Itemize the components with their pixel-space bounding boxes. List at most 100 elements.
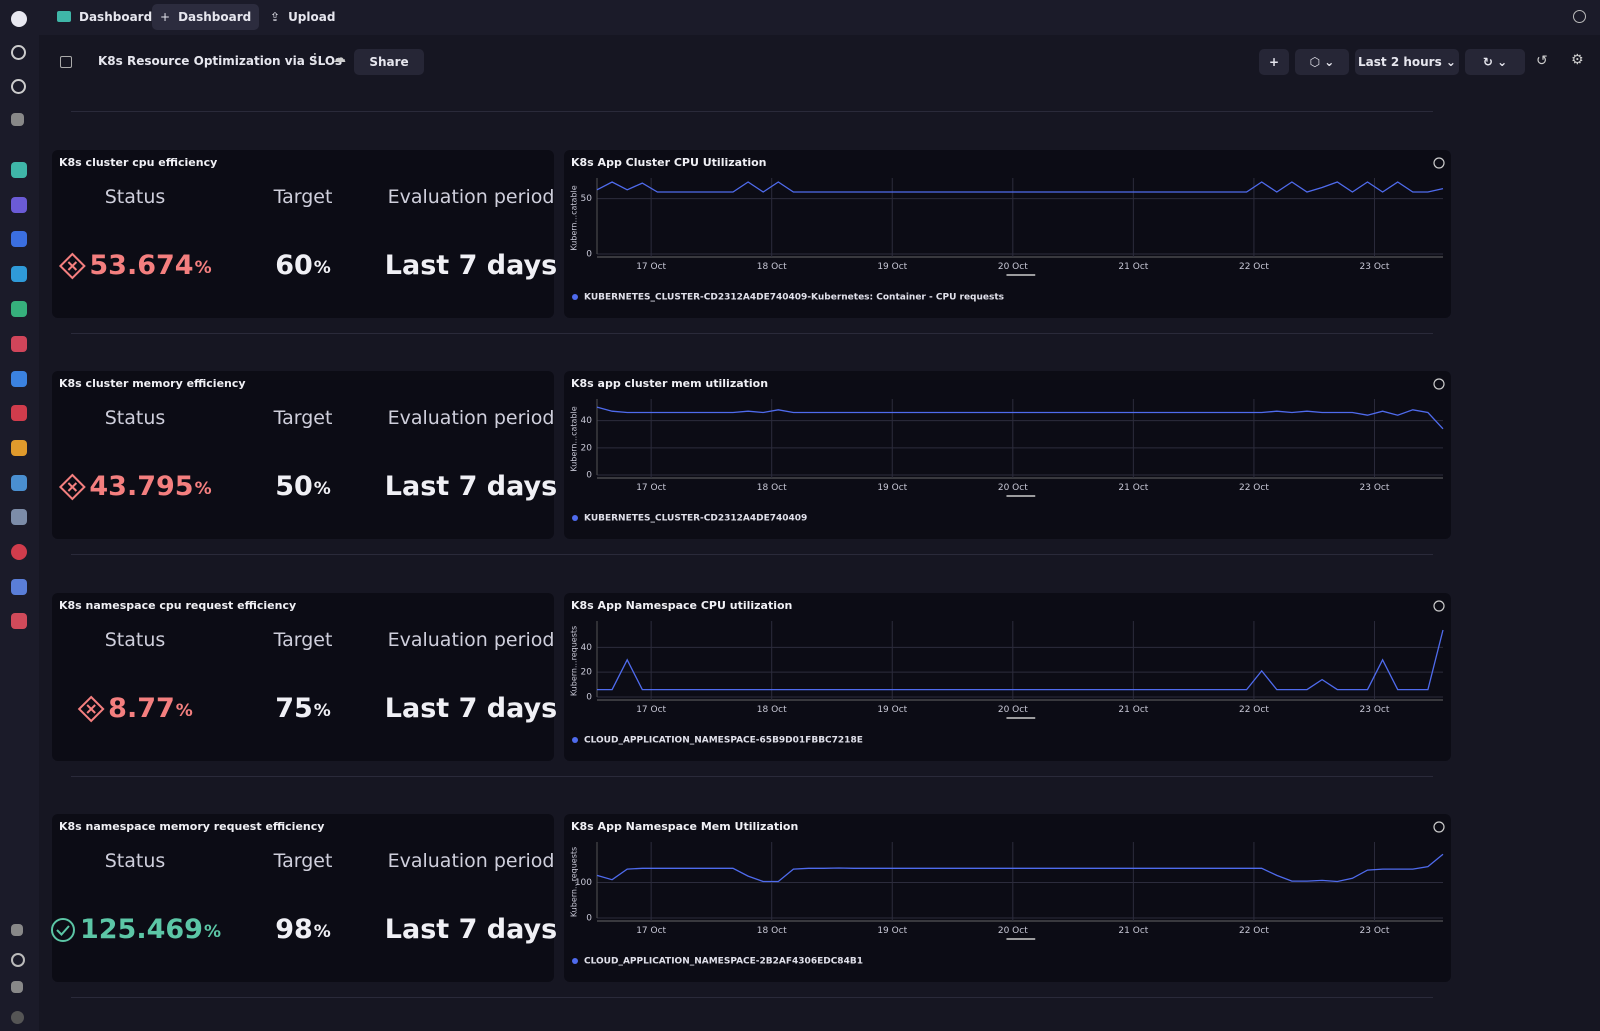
status-unit: % — [194, 479, 212, 499]
line-chart: Kubern...catable 0 20 40 17 Oct 18 Oct 19 Oct 2… — [570, 378, 1445, 524]
app-icon[interactable] — [11, 440, 27, 456]
legend-label: KUBERNETES_CLUSTER-CD2312A4DE740409-Kube… — [584, 293, 1004, 303]
history-icon[interactable]: ↺ — [1536, 53, 1548, 69]
column-label: Evaluation period — [387, 186, 555, 208]
target-number: 50 — [275, 471, 313, 502]
x-tick-label: 21 Oct — [1118, 483, 1148, 493]
app-icon[interactable] — [11, 544, 27, 560]
target-value: 50% — [275, 471, 331, 502]
refresh-button[interactable]: ↻ ⌄ — [1465, 49, 1525, 75]
y-axis-label: Kubern...catable — [570, 185, 579, 250]
nav-icon[interactable] — [11, 79, 26, 94]
y-tick-label: 0 — [586, 914, 592, 924]
status-value: 43.795% — [58, 471, 212, 502]
legend-label: CLOUD_APPLICATION_NAMESPACE-65B9D01FBBC7… — [584, 736, 863, 746]
status-value: 125.469% — [49, 914, 221, 945]
status-icon — [58, 473, 86, 500]
tab[interactable]: ⇪ Upload — [270, 10, 336, 24]
separator — [71, 333, 1433, 334]
column-label: Target — [273, 407, 333, 429]
y-tick-label: 40 — [581, 643, 593, 653]
x-tick-label: 20 Oct — [998, 926, 1028, 936]
help-icon[interactable] — [1573, 10, 1586, 23]
app-icon[interactable] — [11, 336, 27, 352]
icon-shape — [58, 252, 86, 279]
icon-shape — [77, 695, 105, 722]
tile-title: K8s namespace cpu request efficiency — [59, 599, 297, 612]
app-icon[interactable] — [11, 579, 27, 595]
chart-title: K8s App Cluster CPU Utilization — [571, 156, 767, 169]
x-tick-label: 22 Oct — [1239, 262, 1269, 272]
period-value: Last 7 days — [384, 693, 558, 724]
segment-button[interactable]: ⬡ ⌄ — [1295, 49, 1349, 75]
app-icon[interactable] — [11, 509, 27, 525]
logo[interactable] — [11, 11, 27, 27]
search-icon[interactable] — [11, 45, 26, 60]
target-value: 98% — [275, 914, 331, 945]
button-label: Last 2 hours — [1358, 55, 1442, 69]
share-button[interactable]: Share — [354, 49, 424, 75]
line-chart: Kubern...requests 0 100 17 Oct 18 Oct 19 Oct 2… — [570, 821, 1445, 967]
apps-icon[interactable] — [11, 113, 24, 126]
top-bar: Dashboards + Dashboard ⇪ Upload — [39, 0, 1600, 35]
app-icon[interactable] — [11, 301, 27, 317]
legend-swatch — [572, 294, 578, 300]
tab[interactable]: + Dashboard — [152, 4, 260, 30]
line-chart: Kubern...catable 0 50 17 Oct 18 Oct 19 Oct 20 … — [570, 157, 1445, 303]
app-icon[interactable] — [11, 405, 27, 421]
x-tick-label: 23 Oct — [1360, 483, 1390, 493]
tab[interactable]: Dashboards — [49, 4, 167, 30]
app-icon[interactable] — [11, 162, 27, 178]
app-icon[interactable] — [11, 266, 27, 282]
target-unit: % — [313, 922, 331, 942]
target-unit: % — [313, 479, 331, 499]
sidebar — [0, 0, 39, 1031]
stats-icon[interactable] — [11, 981, 23, 993]
user-icon[interactable] — [11, 1011, 24, 1024]
chart-tile: K8s app cluster mem utilization Kubern...… — [564, 371, 1451, 539]
series-line — [596, 406, 1444, 430]
y-tick-label: 100 — [575, 878, 592, 888]
x-tick-label: 19 Oct — [877, 483, 907, 493]
status-icon — [58, 252, 86, 279]
app-icon[interactable] — [11, 475, 27, 491]
x-tick-label: 19 Oct — [877, 926, 907, 936]
menu-icon[interactable]: ⋮ — [308, 51, 322, 67]
app-icon[interactable] — [11, 371, 27, 387]
x-tick-label: 19 Oct — [877, 705, 907, 715]
status-icon — [50, 917, 75, 942]
status-number: 8.77 — [108, 693, 175, 724]
dashboard-title[interactable]: K8s Resource Optimization via SLOs — [98, 54, 343, 68]
x-tick-label: 20 Oct — [998, 705, 1028, 715]
settings-icon[interactable]: ⚙ — [1571, 52, 1584, 68]
cloud-icon: ☁ — [333, 51, 346, 66]
app-icon[interactable] — [11, 197, 27, 213]
x-tick-label: 18 Oct — [757, 705, 787, 715]
line-chart: Kubern...requests 0 20 40 17 Oct 18 Oct 19 Oct… — [570, 600, 1445, 746]
x-tick-label: 17 Oct — [636, 926, 666, 936]
status-number: 125.469 — [79, 914, 203, 945]
app-icon[interactable] — [11, 613, 27, 629]
toggle-icon[interactable] — [60, 56, 72, 68]
status-icon — [77, 695, 105, 722]
x-tick-label: 22 Oct — [1239, 705, 1269, 715]
clock-icon — [1433, 821, 1445, 833]
target-number: 60 — [275, 250, 313, 281]
help-icon[interactable] — [11, 953, 25, 967]
tile-title: K8s cluster memory efficiency — [59, 377, 246, 390]
timeframe-button[interactable]: Last 2 hours ⌄ — [1355, 49, 1459, 75]
x-tick-label: 21 Oct — [1118, 262, 1148, 272]
x-tick-label: 20 Oct — [998, 262, 1028, 272]
button-label: Share — [369, 55, 409, 69]
expand-icon[interactable] — [11, 924, 23, 936]
column-label: Evaluation period — [387, 629, 555, 651]
add-button[interactable]: + — [1259, 49, 1289, 75]
icon-shape — [86, 703, 96, 714]
x-tick-label: 21 Oct — [1118, 705, 1148, 715]
app-icon[interactable] — [11, 231, 27, 247]
x-tick-label: 17 Oct — [636, 705, 666, 715]
slo-tile: K8s namespace cpu request efficiency Stat… — [52, 593, 558, 761]
legend-swatch — [572, 958, 578, 964]
